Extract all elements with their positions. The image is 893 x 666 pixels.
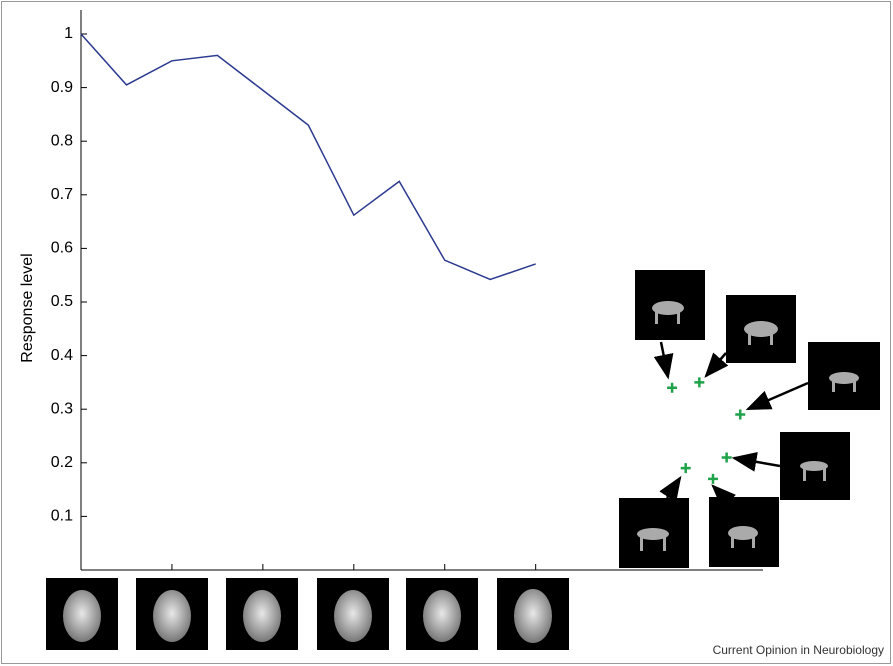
point [721, 452, 732, 463]
y-axis-label: Response level [19, 253, 36, 362]
animal-images [619, 270, 880, 568]
y-tick-label: 0.2 [51, 454, 73, 471]
y-tick-label: 0.9 [51, 79, 73, 96]
point [707, 473, 718, 484]
y-tick-label: 1 [64, 25, 73, 42]
faces [46, 578, 569, 650]
y-tick-label: 0.8 [51, 132, 73, 149]
y-tick-label: 0.6 [51, 240, 73, 257]
arrows [653, 341, 809, 509]
y-tick-label: 0.7 [51, 186, 73, 203]
point [680, 463, 691, 474]
point [694, 377, 705, 388]
y-tick-label: 0.4 [51, 347, 73, 364]
y-tick-label: 0.1 [51, 508, 73, 525]
y-tick-label: 0.5 [51, 293, 73, 310]
point [667, 382, 678, 393]
credit: Current Opinion in Neurobiology [713, 643, 884, 657]
line [80, 33, 536, 281]
y-tick-label: 0.3 [51, 400, 73, 417]
point [735, 409, 746, 420]
